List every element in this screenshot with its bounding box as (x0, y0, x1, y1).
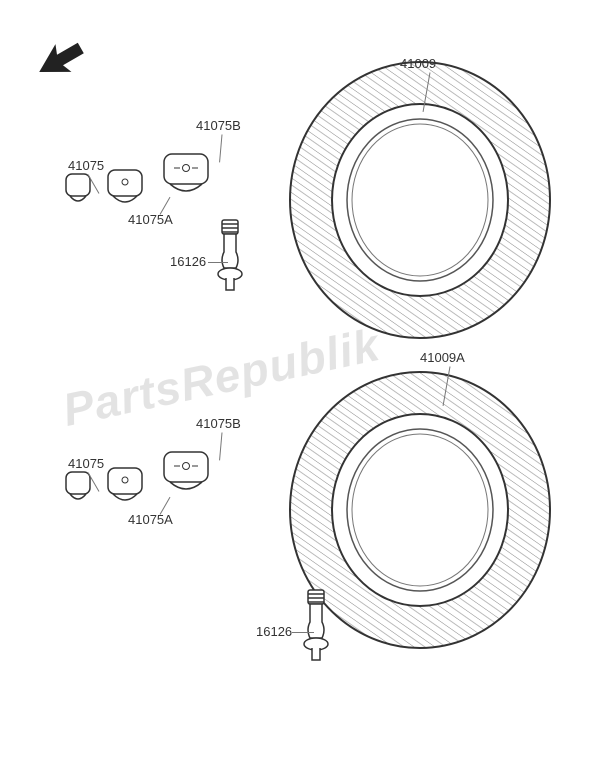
ref-tire-front: 41009 (400, 56, 436, 71)
leader-line (292, 632, 314, 633)
ref-valve-1: 16126 (170, 254, 206, 269)
ref-valve-2: 16126 (256, 624, 292, 639)
diagram-canvas: PartsRepublik (0, 0, 600, 778)
balance-weights-lower-icon (60, 438, 240, 548)
ref-weight-l-1: 41075B (196, 118, 241, 133)
ref-weight-s-2: 41075 (68, 456, 104, 471)
ref-weight-m-2: 41075A (128, 512, 173, 527)
leader-line (208, 262, 228, 263)
ref-tire-rear: 41009A (420, 350, 465, 365)
valve-stem-lower-icon (296, 588, 336, 668)
ref-weight-s-1: 41075 (68, 158, 104, 173)
ref-weight-l-2: 41075B (196, 416, 241, 431)
nav-arrow-icon (30, 30, 90, 90)
ref-weight-m-1: 41075A (128, 212, 173, 227)
valve-stem-upper-icon (210, 218, 250, 298)
tire-front-icon (270, 60, 570, 360)
